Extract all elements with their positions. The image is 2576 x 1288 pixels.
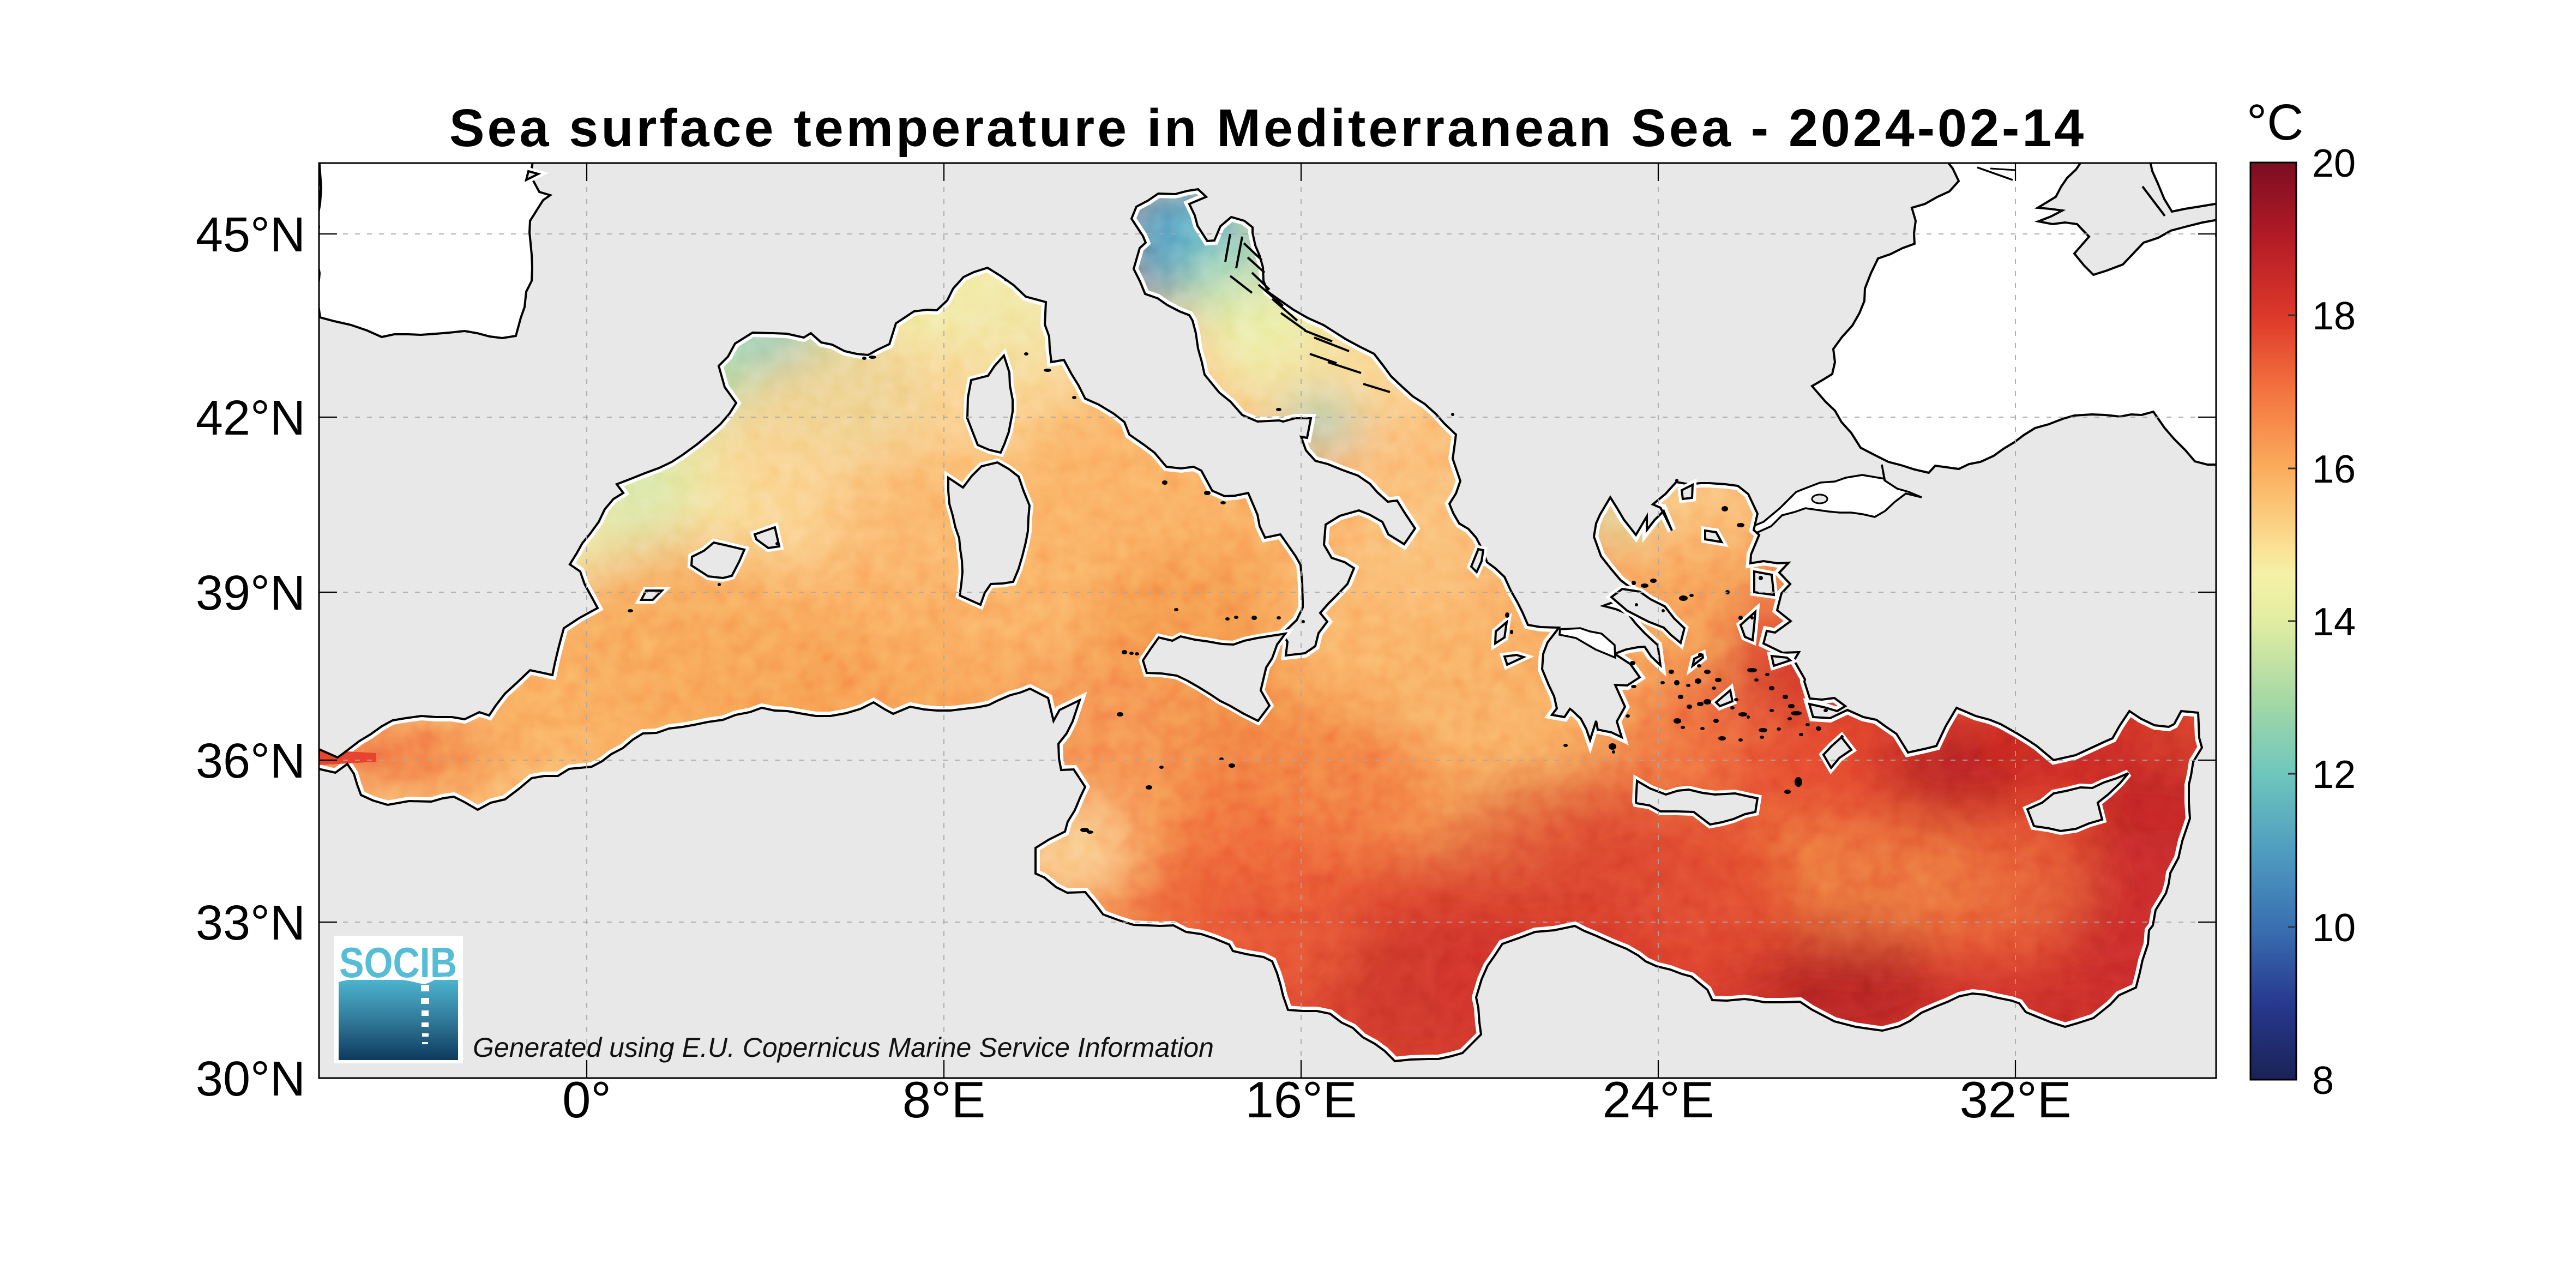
svg-text:0°: 0° — [562, 1071, 611, 1128]
svg-text:18: 18 — [2312, 294, 2356, 338]
svg-text:16: 16 — [2312, 448, 2356, 491]
svg-text:12: 12 — [2312, 753, 2356, 797]
svg-text:32°E: 32°E — [1960, 1071, 2072, 1128]
svg-text:°C: °C — [2247, 94, 2303, 151]
svg-text:10: 10 — [2312, 906, 2356, 950]
svg-text:Generated using E.U. Copernicu: Generated using E.U. Copernicus Marine S… — [473, 1032, 1214, 1063]
svg-text:20: 20 — [2312, 142, 2356, 185]
svg-text:36°N: 36°N — [196, 734, 305, 789]
svg-text:8°E: 8°E — [902, 1071, 986, 1128]
svg-text:24°E: 24°E — [1603, 1071, 1714, 1128]
svg-text:30°N: 30°N — [196, 1052, 305, 1106]
svg-text:8: 8 — [2312, 1059, 2334, 1103]
svg-text:33°N: 33°N — [196, 896, 305, 950]
svg-text:Sea surface temperature in Med: Sea surface temperature in Mediterranean… — [449, 98, 2086, 158]
svg-text:16°E: 16°E — [1245, 1071, 1357, 1128]
svg-text:42°N: 42°N — [196, 391, 305, 446]
svg-text:14: 14 — [2312, 600, 2356, 644]
svg-text:39°N: 39°N — [196, 566, 305, 621]
svg-text:45°N: 45°N — [196, 208, 305, 262]
